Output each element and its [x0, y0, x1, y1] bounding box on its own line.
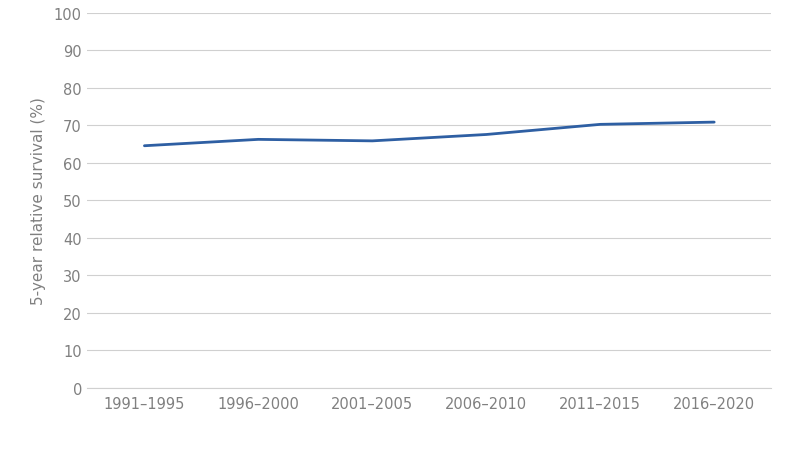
Y-axis label: 5-year relative survival (%): 5-year relative survival (%): [30, 97, 45, 304]
